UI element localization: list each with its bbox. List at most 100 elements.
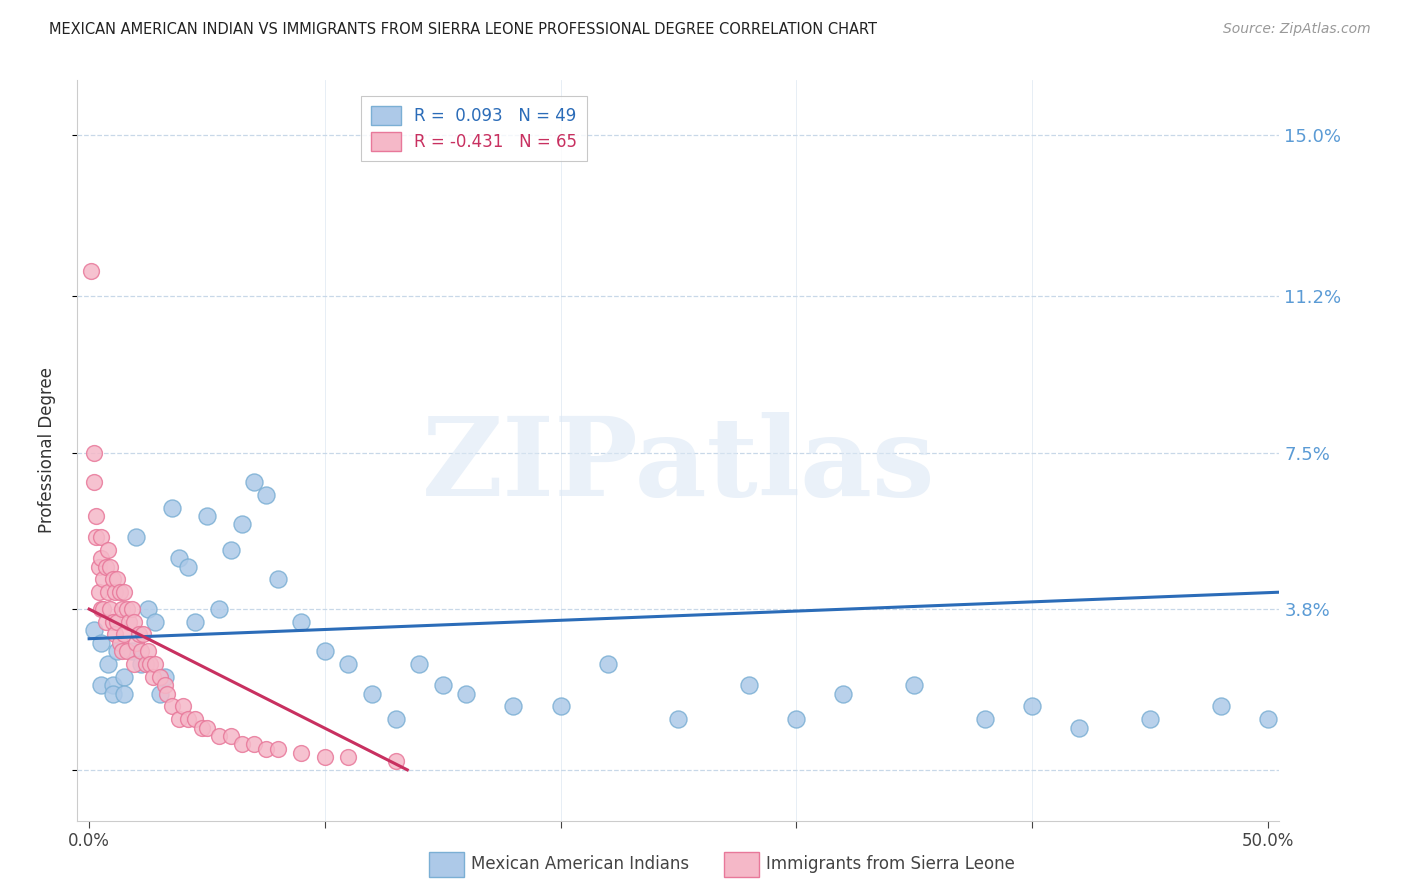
Point — [502, 699, 524, 714]
Point — [129, 644, 152, 658]
Point — [160, 699, 183, 714]
Point — [195, 509, 218, 524]
Point — [114, 670, 136, 684]
Point — [90, 602, 112, 616]
Point — [139, 657, 162, 672]
Point — [122, 657, 145, 672]
Point — [361, 687, 384, 701]
Point — [98, 602, 121, 616]
Point — [153, 670, 176, 684]
Point — [231, 517, 253, 532]
Point — [195, 721, 218, 735]
Point — [107, 615, 129, 629]
Point — [143, 657, 166, 672]
Point — [314, 644, 336, 658]
Point — [290, 615, 312, 629]
Point — [149, 687, 172, 701]
Point — [167, 712, 190, 726]
Point — [191, 721, 214, 735]
Text: Source: ZipAtlas.com: Source: ZipAtlas.com — [1223, 22, 1371, 37]
Point — [111, 644, 134, 658]
Point — [101, 573, 124, 587]
Point — [973, 712, 995, 726]
Point — [254, 488, 277, 502]
Point — [149, 670, 172, 684]
Point — [128, 627, 150, 641]
Point — [832, 687, 855, 701]
Point — [125, 636, 148, 650]
Point — [114, 687, 136, 701]
Point — [208, 602, 231, 616]
Point — [156, 687, 179, 701]
Point — [129, 657, 152, 672]
Point — [107, 573, 129, 587]
Point — [87, 559, 110, 574]
Point — [267, 573, 290, 587]
Point — [143, 615, 166, 629]
Point — [90, 636, 112, 650]
Point — [1021, 699, 1043, 714]
Point — [122, 615, 145, 629]
Point — [114, 627, 136, 641]
Point — [90, 530, 112, 544]
Point — [118, 615, 141, 629]
Point — [97, 657, 120, 672]
Point — [108, 636, 131, 650]
Point — [94, 615, 117, 629]
Point — [177, 712, 200, 726]
Point — [384, 755, 406, 769]
Point — [97, 585, 120, 599]
Point — [135, 657, 157, 672]
Point — [550, 699, 572, 714]
Point — [104, 627, 127, 641]
Point — [83, 445, 105, 459]
Y-axis label: Professional Degree: Professional Degree — [38, 368, 56, 533]
Point — [243, 738, 266, 752]
Point — [83, 475, 105, 490]
Point — [114, 585, 136, 599]
Point — [267, 741, 290, 756]
Point — [456, 687, 478, 701]
Point — [172, 699, 194, 714]
Point — [903, 678, 925, 692]
Point — [184, 712, 207, 726]
Point — [108, 585, 131, 599]
Point — [104, 585, 127, 599]
Point — [219, 542, 242, 557]
Legend: R =  0.093   N = 49, R = -0.431   N = 65: R = 0.093 N = 49, R = -0.431 N = 65 — [361, 96, 588, 161]
Point — [94, 559, 117, 574]
Point — [408, 657, 430, 672]
Point — [219, 729, 242, 743]
Point — [153, 678, 176, 692]
Text: Immigrants from Sierra Leone: Immigrants from Sierra Leone — [766, 855, 1015, 873]
Point — [91, 573, 114, 587]
Text: MEXICAN AMERICAN INDIAN VS IMMIGRANTS FROM SIERRA LEONE PROFESSIONAL DEGREE CORR: MEXICAN AMERICAN INDIAN VS IMMIGRANTS FR… — [49, 22, 877, 37]
Point — [115, 644, 138, 658]
Point — [384, 712, 406, 726]
Point — [337, 657, 360, 672]
Point — [1139, 712, 1161, 726]
Point — [132, 627, 155, 641]
Point — [290, 746, 312, 760]
Point — [136, 644, 159, 658]
Text: ZIPatlas: ZIPatlas — [422, 412, 935, 519]
Point — [177, 559, 200, 574]
Point — [596, 657, 619, 672]
Point — [101, 678, 124, 692]
Point — [254, 741, 277, 756]
Point — [91, 602, 114, 616]
Point — [101, 615, 124, 629]
Point — [97, 542, 120, 557]
Point — [115, 602, 138, 616]
Point — [314, 750, 336, 764]
Point — [785, 712, 807, 726]
Point — [668, 712, 690, 726]
Point — [337, 750, 360, 764]
Text: Mexican American Indians: Mexican American Indians — [471, 855, 689, 873]
Point — [111, 602, 134, 616]
Point — [87, 585, 110, 599]
Point — [1209, 699, 1232, 714]
Point — [107, 644, 129, 658]
Point — [84, 530, 107, 544]
Point — [738, 678, 761, 692]
